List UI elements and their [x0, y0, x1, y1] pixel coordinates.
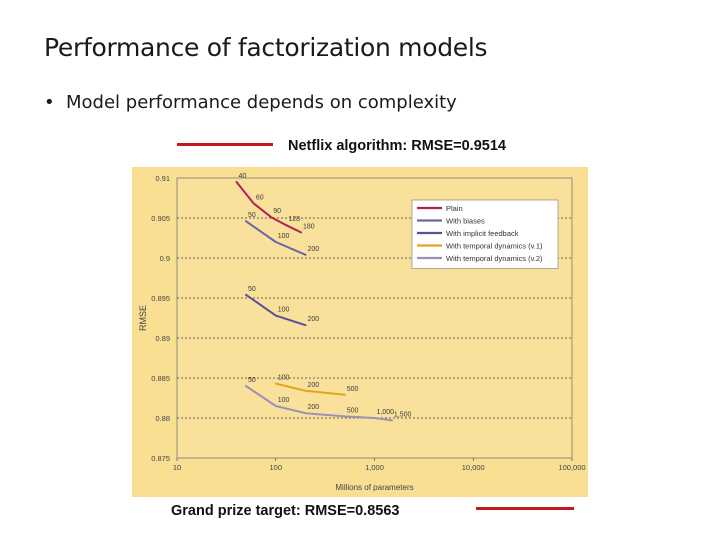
point-label: 500	[347, 386, 359, 393]
legend-label: Plain	[446, 204, 463, 213]
point-label: 1,000	[377, 409, 395, 416]
point-label: 500	[347, 407, 359, 414]
y-tick-label: 0.895	[151, 294, 170, 303]
grand-prize-reference-label: Grand prize target: RMSE=0.8563	[171, 503, 400, 519]
y-tick-label: 0.89	[155, 334, 170, 343]
y-tick-label: 0.875	[151, 454, 170, 463]
grand-prize-reference-line	[476, 507, 574, 510]
x-tick-label: 10,000	[462, 463, 485, 472]
y-axis-label: RMSE	[138, 305, 148, 331]
legend-label: With implicit feedback	[446, 229, 519, 238]
series-line	[245, 220, 307, 256]
point-label: 1,500	[394, 411, 412, 418]
bullet-item: • Model performance depends on complexity	[44, 92, 457, 113]
series-line	[245, 293, 307, 327]
rmse-chart: 0.875 0.88 0.885 0.89 0.895 0.9 0.905 0.91 10 100…	[132, 167, 588, 497]
bullet-text: Model performance depends on complexity	[66, 92, 457, 113]
point-label: 200	[307, 404, 319, 411]
point-label: 200	[307, 316, 319, 323]
chart-container: 0.875 0.88 0.885 0.89 0.895 0.9 0.905 0.91 10 100…	[132, 167, 588, 497]
point-label: 180	[303, 223, 315, 230]
netflix-reference-line	[177, 143, 273, 146]
y-tick-label: 0.885	[151, 374, 170, 383]
x-axis-label: Millions of parameters	[335, 483, 413, 492]
x-tick-label: 100	[269, 463, 282, 472]
series-line	[245, 385, 393, 422]
y-tick-label: 0.9	[160, 254, 170, 263]
series-line	[274, 382, 346, 396]
x-tick-label: 10	[173, 463, 181, 472]
bullet-dot-icon: •	[44, 92, 55, 113]
legend-label: With temporal dynamics (v.2)	[446, 254, 543, 263]
point-label: 100	[278, 397, 290, 404]
netflix-reference-label: Netflix algorithm: RMSE=0.9514	[288, 138, 506, 154]
point-label: 200	[307, 246, 319, 253]
y-tick-label: 0.905	[151, 214, 170, 223]
point-label: 100	[278, 307, 290, 314]
point-label: 128	[288, 216, 300, 223]
x-tick-label: 100,000	[558, 463, 585, 472]
point-label: 50	[248, 377, 256, 384]
point-label: 40	[238, 173, 246, 180]
slide-title: Performance of factorization models	[44, 33, 488, 62]
y-tick-label: 0.88	[155, 414, 170, 423]
x-tick-label: 1,000	[365, 463, 384, 472]
legend-label: With biases	[446, 216, 485, 225]
y-tick-label: 0.91	[155, 174, 170, 183]
point-label: 60	[256, 195, 264, 202]
legend-label: With temporal dynamics (v.1)	[446, 241, 543, 250]
point-label: 100	[278, 233, 290, 240]
point-label: 90	[273, 208, 281, 215]
point-label: 100	[278, 375, 290, 382]
point-label: 50	[248, 286, 256, 293]
series-line	[235, 181, 302, 234]
point-label: 200	[307, 382, 319, 389]
point-label: 50	[248, 212, 256, 219]
